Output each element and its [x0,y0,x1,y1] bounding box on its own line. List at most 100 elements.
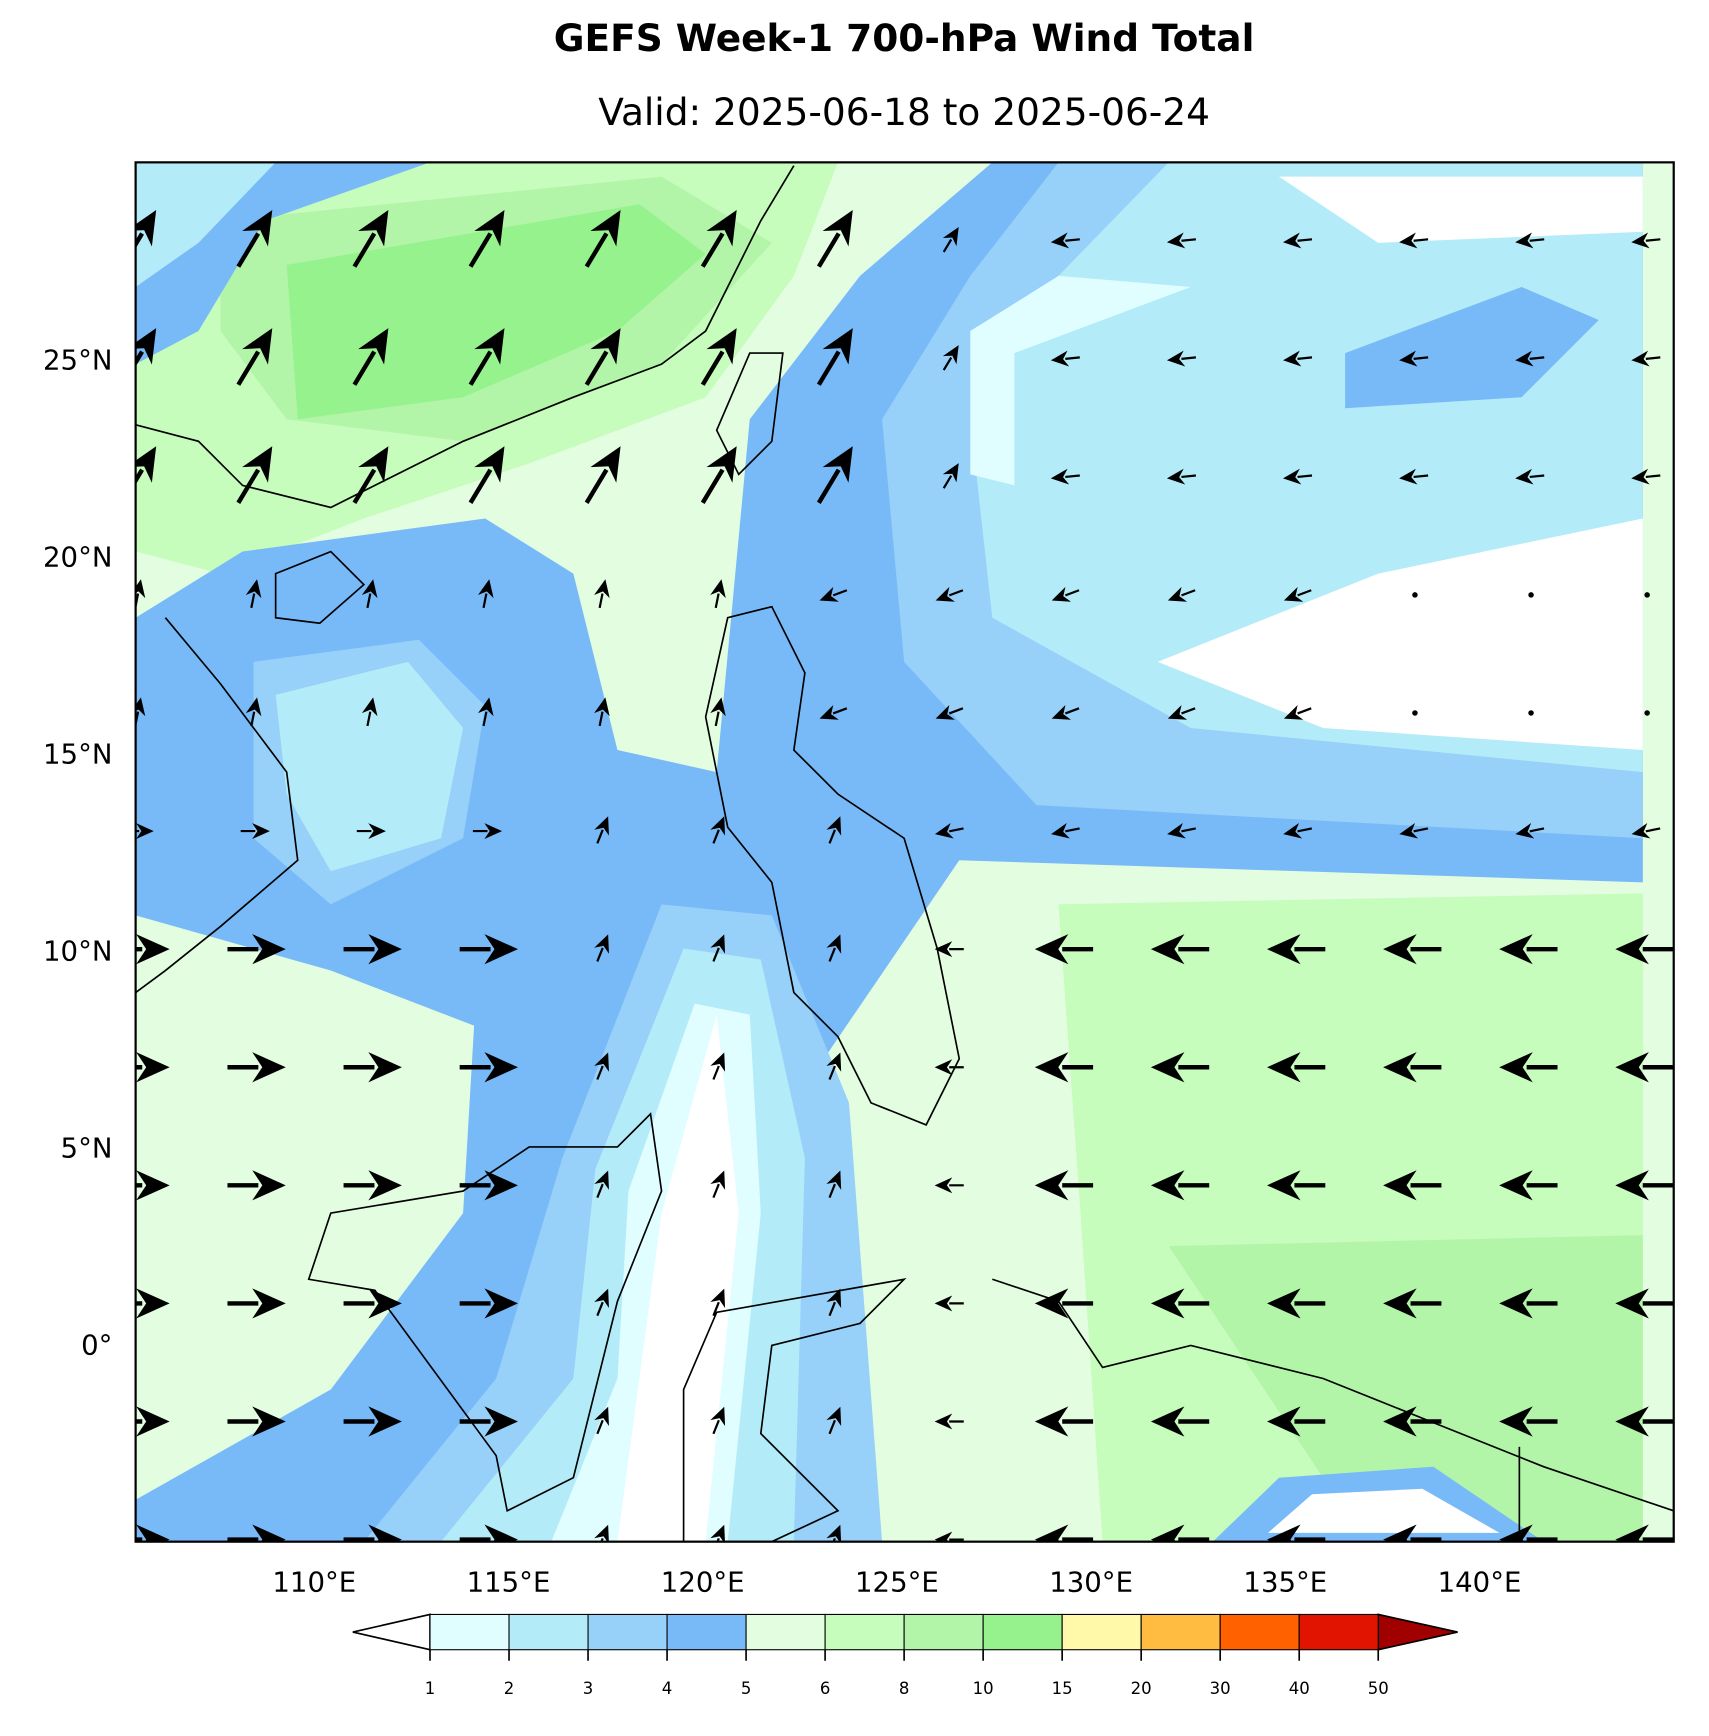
wind-arrow [352,210,389,268]
wind-arrow [236,446,273,504]
wind-arrow [594,1406,609,1435]
wind-arrow [1631,468,1661,485]
colorbar-swatch [1219,1613,1300,1651]
wind-arrow [343,1288,402,1319]
wind-arrow [1499,934,1558,965]
wind-arrow [1615,934,1674,965]
wind-arrow [343,1406,402,1437]
wind-arrow [942,345,959,371]
colorbar-label: 15 [1052,1679,1073,1698]
wind-arrow [1050,350,1080,367]
wind-arrow [1034,934,1094,965]
wind-arrow [343,934,402,965]
colorbar-label: 10 [973,1679,994,1698]
wind-arrow [584,328,621,386]
wind-arrow [1515,468,1545,485]
wind-arrow [1515,232,1545,249]
wind-arrow [1644,710,1650,716]
wind-arrow [459,1052,518,1083]
wind-arrow [1167,586,1196,602]
wind-arrow [710,1170,726,1199]
lat-tick-label: 10°N [43,935,112,967]
colorbar-over [1377,1613,1458,1651]
wind-arrow [935,704,964,720]
wind-arrow [1283,350,1313,367]
wind-arrow [459,934,518,965]
wind-arrow [1399,468,1429,485]
colorbar-swatch [1061,1613,1142,1651]
wind-arrow [1615,1524,1674,1542]
wind-arrow [700,446,737,504]
wind-arrow [1615,1170,1674,1201]
wind-arrow [816,446,853,504]
wind-arrow [1644,592,1650,598]
wind-arrow [710,1288,726,1317]
wind-arrow [361,697,378,727]
wind-arrow [1499,1406,1558,1437]
wind-arrow [356,823,386,840]
wind-arrow [1499,1052,1558,1083]
colorbar-label: 1 [425,1679,436,1698]
wind-arrow [240,823,270,840]
wind-arrow [1150,1052,1210,1083]
wind-arrow [700,328,737,386]
wind-arrow [227,1052,286,1083]
wind-arrow [227,1524,286,1542]
wind-arrow [942,463,959,489]
wind-arrow [227,1288,286,1319]
contour-fill [1157,176,1643,751]
colorbar-label: 5 [741,1679,752,1698]
wind-arrow [135,1052,170,1083]
colorbar-label: 2 [504,1679,515,1698]
lat-tick-label: 0° [81,1330,112,1362]
wind-arrow [1615,1052,1674,1083]
colorbar-swatch [429,1613,510,1651]
wind-arrow [1631,350,1661,367]
lon-tick-label: 110°E [272,1566,356,1598]
wind-arrow [934,1531,964,1542]
wind-arrow [1167,822,1196,839]
wind-arrow [478,697,494,727]
colorbar-label: 20 [1131,1679,1152,1698]
title: GEFS Week-1 700-hPa Wind Total [554,16,1255,60]
wind-arrow [1267,1170,1326,1201]
lon-tick-label: 130°E [1049,1566,1133,1598]
wind-arrow [1615,1288,1674,1319]
wind-arrow [934,1059,964,1076]
wind-arrow [135,1524,170,1542]
wind-arrow [1383,1524,1442,1542]
wind-arrow [1528,592,1534,598]
wind-arrow [1267,1288,1326,1319]
wind-arrow [245,579,262,609]
wind-arrow [826,1170,842,1199]
colorbar-swatch [1298,1613,1379,1651]
wind-arrow [227,934,286,965]
wind-arrow [826,1288,842,1317]
colorbar-swatch [508,1613,589,1651]
wind-arrow [594,1288,609,1317]
wind-arrow [584,446,621,504]
wind-arrow [942,226,959,253]
wind-arrow [343,1052,402,1083]
wind-arrow [135,934,170,965]
wind-arrow [245,697,262,727]
wind-arrow [1150,1406,1210,1437]
wind-arrow [1166,350,1197,367]
wind-arrow [1034,1406,1094,1437]
wind-arrow [352,328,389,386]
wind-arrow [236,328,273,386]
wind-arrow [934,1413,964,1430]
wind-arrow [478,579,494,609]
wind-arrow [236,210,273,268]
wind-arrow [1615,1406,1674,1437]
wind-arrow [700,210,737,268]
map-frame [134,161,1675,1543]
wind-arrow [1383,1288,1442,1319]
wind-arrow [935,586,964,602]
colorbar-label: 3 [583,1679,594,1698]
subtitle: Valid: 2025-06-18 to 2025-06-24 [598,90,1210,134]
wind-arrow [1050,232,1080,249]
lat-tick-label: 25°N [43,344,112,376]
contour-fill [275,661,464,872]
